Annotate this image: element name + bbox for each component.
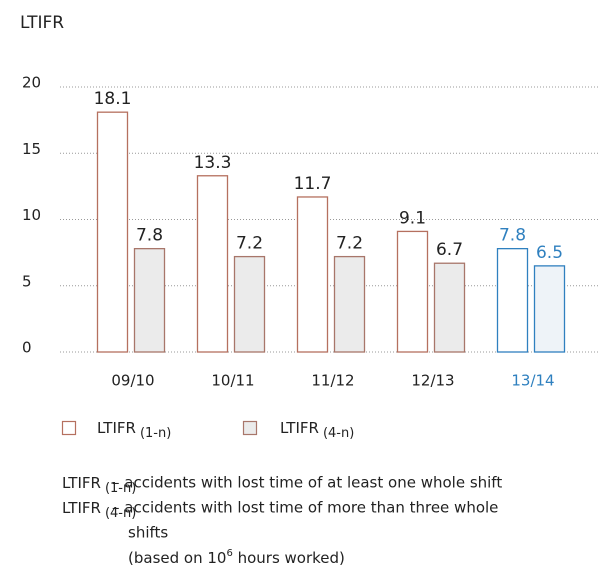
value-label: 18.1 (94, 89, 132, 109)
bar (433, 262, 466, 353)
legend-name: LTIFR (280, 419, 319, 437)
legend-name: LTIFR (97, 419, 136, 437)
footnote-term-subscript: (4-n) (105, 506, 136, 521)
y-tick-label: 20 (22, 74, 41, 92)
value-label: 7.2 (236, 234, 263, 254)
note-text: (based on 10 (128, 549, 226, 567)
value-label: 7.8 (499, 226, 526, 246)
legend-subscript: (4-n) (323, 426, 354, 441)
footnote-term-subscript: (1-n) (105, 481, 136, 496)
value-label: 13.3 (194, 153, 232, 173)
bar (196, 175, 229, 353)
footnote-text: – accidents with lost time of at least o… (112, 474, 502, 492)
chart-title: LTIFR (20, 13, 64, 33)
footnote-text: – accidents with lost time of more than … (112, 499, 498, 517)
bar (96, 111, 129, 353)
bar (296, 196, 329, 353)
legend-swatch (242, 420, 258, 436)
footnote-term-name: LTIFR (62, 474, 101, 492)
value-label: 6.7 (436, 240, 463, 260)
legend-swatch (61, 420, 77, 436)
value-label: 7.8 (136, 226, 163, 246)
footnote-term: LTIFR (1-n) (62, 474, 136, 496)
legend-entry: LTIFR (4-n) (280, 419, 354, 441)
bar (533, 265, 566, 353)
value-label: 9.1 (399, 208, 426, 228)
bar (233, 255, 266, 353)
value-label: 11.7 (294, 174, 332, 194)
x-tick-label: 10/11 (211, 372, 254, 390)
value-label: 7.2 (336, 234, 363, 254)
y-tick-label: 0 (22, 339, 32, 357)
bar (396, 230, 429, 353)
value-label: 6.5 (536, 243, 563, 263)
footnote-term: LTIFR (4-n) (62, 499, 136, 521)
x-tick-label: 11/12 (311, 372, 354, 390)
note-superscript: 6 (226, 548, 232, 559)
x-tick-label: 09/10 (111, 372, 154, 390)
x-tick-label: 12/13 (411, 372, 454, 390)
legend-entry: LTIFR (1-n) (97, 419, 171, 441)
footnote-text: shifts (128, 524, 168, 542)
y-tick-label: 10 (22, 206, 41, 224)
note-text: hours worked) (233, 549, 345, 567)
y-tick-label: 5 (22, 272, 32, 290)
note: (based on 106 hours worked) (128, 548, 345, 567)
x-tick-label: 13/14 (511, 372, 554, 390)
bar (496, 247, 529, 353)
footnote-term-name: LTIFR (62, 499, 101, 517)
y-tick-label: 15 (22, 140, 41, 158)
bar (333, 255, 366, 353)
legend-subscript: (1-n) (140, 426, 171, 441)
bar (133, 247, 166, 353)
